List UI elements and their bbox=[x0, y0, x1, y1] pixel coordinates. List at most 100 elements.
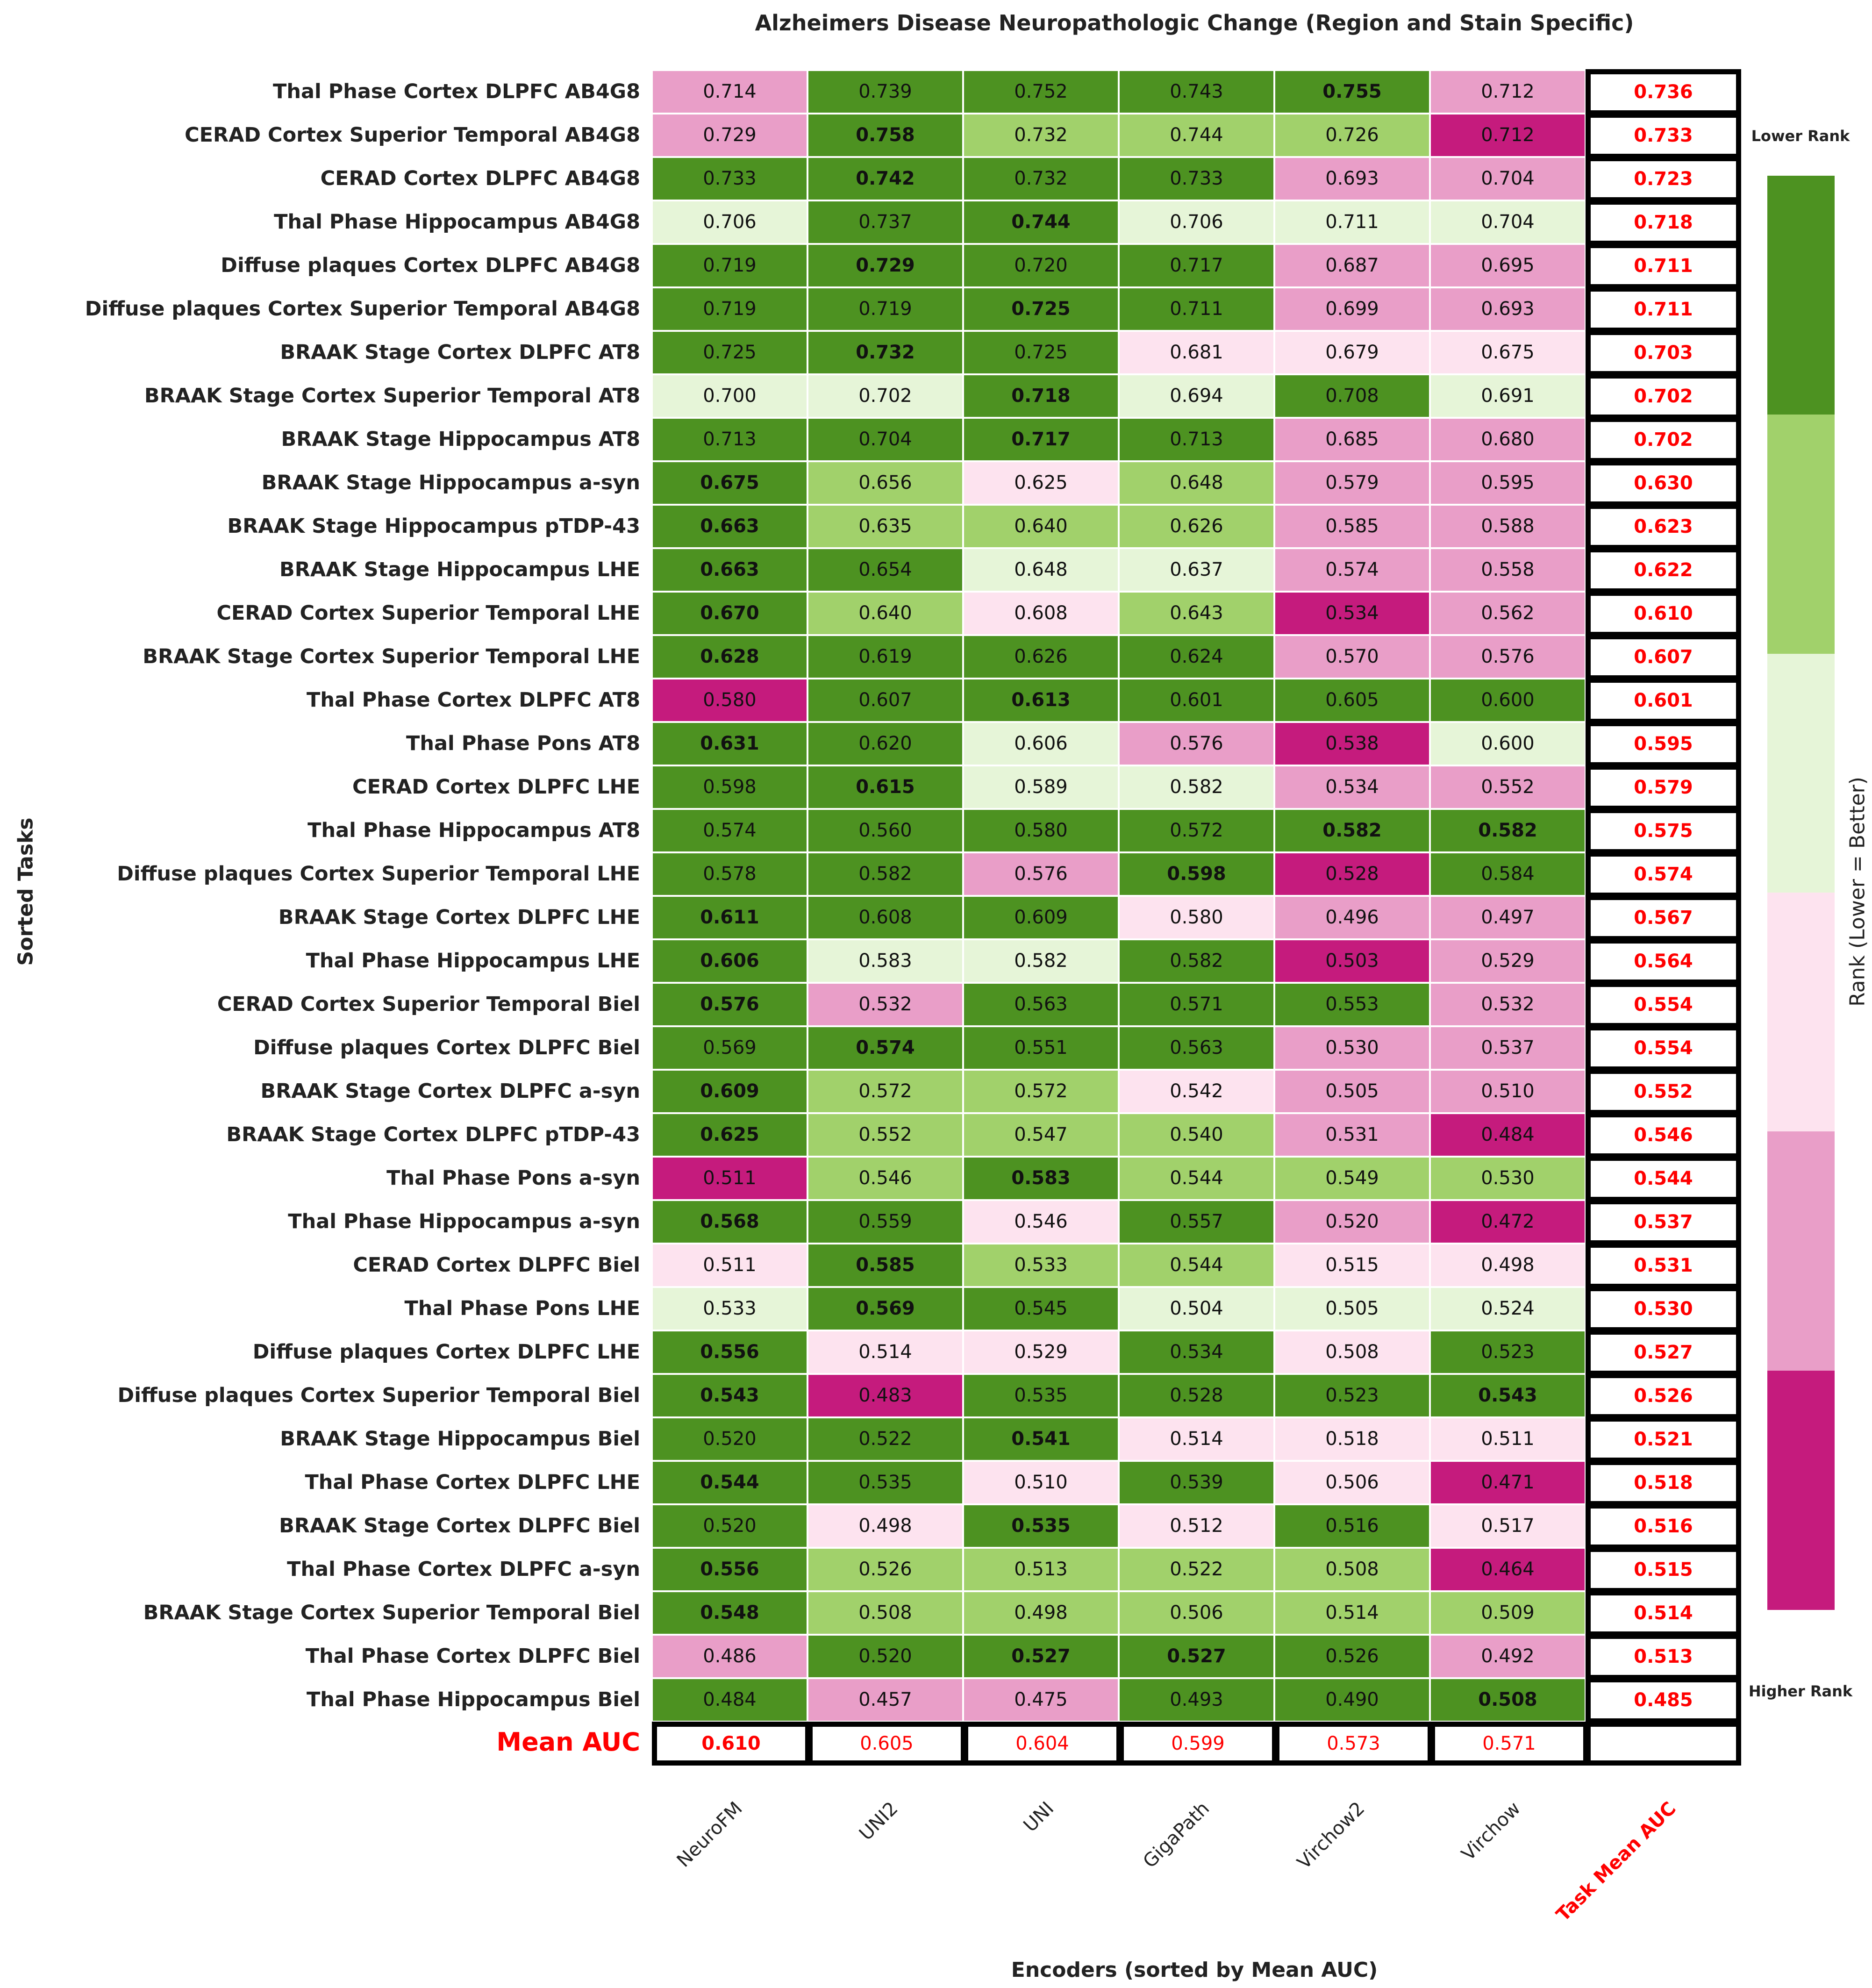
heatmap-cell: 0.556 bbox=[652, 1548, 807, 1591]
row-label: BRAAK Stage Cortex DLPFC Biel bbox=[279, 1514, 640, 1537]
heatmap-cell: 0.515 bbox=[1274, 1244, 1430, 1287]
heatmap-cell: 0.583 bbox=[963, 1157, 1119, 1200]
colorbar-segment bbox=[1767, 1370, 1835, 1610]
heatmap-cell: 0.540 bbox=[1119, 1113, 1274, 1157]
heatmap-cell: 0.546 bbox=[963, 1200, 1119, 1244]
heatmap-cell: 0.524 bbox=[1430, 1287, 1586, 1330]
row-label: Thal Phase Cortex DLPFC AB4G8 bbox=[273, 80, 640, 103]
heatmap-cell: 0.732 bbox=[963, 114, 1119, 157]
heatmap-cell: 0.619 bbox=[807, 635, 963, 679]
heatmap-cell: 0.719 bbox=[652, 287, 807, 331]
row-label: Thal Phase Pons AT8 bbox=[406, 732, 640, 755]
heatmap-cell: 0.606 bbox=[652, 939, 807, 983]
heatmap-cell: 0.534 bbox=[1274, 592, 1430, 635]
heatmap-cell: 0.537 bbox=[1430, 1026, 1586, 1070]
x-tick-label: UNI2 bbox=[855, 1797, 902, 1845]
heatmap-cell: 0.725 bbox=[963, 331, 1119, 374]
heatmap-cell: 0.605 bbox=[1274, 679, 1430, 722]
heatmap-cell: 0.522 bbox=[807, 1417, 963, 1461]
heatmap-cell: 0.484 bbox=[652, 1678, 807, 1722]
heatmap-cell: 0.513 bbox=[963, 1548, 1119, 1591]
mean-auc-cell: 0.599 bbox=[1119, 1722, 1277, 1766]
heatmap-cell: 0.713 bbox=[1119, 418, 1274, 461]
row-label: BRAAK Stage Cortex DLPFC a-syn bbox=[260, 1080, 640, 1103]
heatmap-cell: 0.737 bbox=[807, 200, 963, 244]
heatmap-cell: 0.704 bbox=[807, 418, 963, 461]
heatmap-cell: 0.531 bbox=[1274, 1113, 1430, 1157]
heatmap-cell: 0.559 bbox=[807, 1200, 963, 1244]
heatmap-cell: 0.704 bbox=[1430, 157, 1586, 200]
task-mean-cell: 0.544 bbox=[1586, 1156, 1741, 1202]
colorbar-segment bbox=[1767, 653, 1835, 893]
heatmap-cell: 0.517 bbox=[1430, 1504, 1586, 1548]
heatmap-cell: 0.752 bbox=[963, 70, 1119, 114]
heatmap-cell: 0.553 bbox=[1274, 983, 1430, 1026]
heatmap-cell: 0.541 bbox=[963, 1417, 1119, 1461]
heatmap-cell: 0.506 bbox=[1119, 1591, 1274, 1635]
heatmap-cell: 0.595 bbox=[1430, 461, 1586, 505]
heatmap-cell: 0.681 bbox=[1119, 331, 1274, 374]
heatmap-cell: 0.625 bbox=[963, 461, 1119, 505]
heatmap-cell: 0.511 bbox=[1430, 1417, 1586, 1461]
heatmap-cell: 0.718 bbox=[963, 374, 1119, 418]
row-label: CERAD Cortex DLPFC Biel bbox=[353, 1253, 640, 1277]
heatmap-cell: 0.532 bbox=[1430, 983, 1586, 1026]
colorbar-segment bbox=[1767, 415, 1835, 654]
colorbar-label: Rank (Lower = Better) bbox=[1845, 777, 1870, 1007]
row-label: Diffuse plaques Cortex Superior Temporal… bbox=[85, 297, 640, 321]
heatmap-cell: 0.585 bbox=[807, 1244, 963, 1287]
task-mean-cell: 0.518 bbox=[1586, 1460, 1741, 1506]
heatmap-cell: 0.744 bbox=[963, 200, 1119, 244]
heatmap-cell: 0.472 bbox=[1430, 1200, 1586, 1244]
heatmap-cell: 0.742 bbox=[807, 157, 963, 200]
heatmap-cell: 0.582 bbox=[963, 939, 1119, 983]
task-mean-cell: 0.515 bbox=[1586, 1547, 1741, 1593]
task-mean-cell: 0.623 bbox=[1586, 504, 1741, 550]
mean-auc-cell: 0.571 bbox=[1430, 1722, 1588, 1766]
heatmap-cell: 0.512 bbox=[1119, 1504, 1274, 1548]
heatmap-cell: 0.538 bbox=[1274, 722, 1430, 765]
heatmap-cell: 0.514 bbox=[807, 1330, 963, 1374]
heatmap-cell: 0.580 bbox=[652, 679, 807, 722]
heatmap-cell: 0.576 bbox=[652, 983, 807, 1026]
heatmap-cell: 0.680 bbox=[1430, 418, 1586, 461]
heatmap-cell: 0.719 bbox=[807, 287, 963, 331]
heatmap-cell: 0.648 bbox=[963, 548, 1119, 592]
heatmap-cell: 0.583 bbox=[807, 939, 963, 983]
task-mean-cell: 0.574 bbox=[1586, 851, 1741, 898]
heatmap-cell: 0.562 bbox=[1430, 592, 1586, 635]
row-label: BRAAK Stage Hippocampus pTDP-43 bbox=[227, 515, 640, 538]
row-label: Diffuse plaques Cortex DLPFC LHE bbox=[252, 1340, 640, 1364]
heatmap-cell: 0.693 bbox=[1274, 157, 1430, 200]
heatmap-cell: 0.712 bbox=[1430, 70, 1586, 114]
task-mean-cell: 0.579 bbox=[1586, 765, 1741, 811]
heatmap-cell: 0.607 bbox=[807, 679, 963, 722]
task-mean-cell: 0.552 bbox=[1586, 1069, 1741, 1115]
heatmap-cell: 0.535 bbox=[963, 1504, 1119, 1548]
x-tick-label: NeuroFM bbox=[672, 1797, 747, 1872]
heatmap-cell: 0.625 bbox=[652, 1113, 807, 1157]
task-mean-cell: 0.702 bbox=[1586, 417, 1741, 463]
heatmap-cell: 0.520 bbox=[807, 1635, 963, 1678]
heatmap-cell: 0.505 bbox=[1274, 1070, 1430, 1113]
heatmap-cell: 0.582 bbox=[1119, 765, 1274, 809]
heatmap-cell: 0.708 bbox=[1274, 374, 1430, 418]
task-mean-cell: 0.723 bbox=[1586, 156, 1741, 202]
heatmap-cell: 0.726 bbox=[1274, 114, 1430, 157]
heatmap-cell: 0.535 bbox=[807, 1461, 963, 1504]
task-mean-cell: 0.595 bbox=[1586, 721, 1741, 767]
heatmap-cell: 0.720 bbox=[963, 244, 1119, 287]
heatmap-cell: 0.611 bbox=[652, 896, 807, 939]
heatmap-cell: 0.675 bbox=[652, 461, 807, 505]
row-label: Thal Phase Cortex DLPFC AT8 bbox=[307, 688, 640, 712]
heatmap-cell: 0.542 bbox=[1119, 1070, 1274, 1113]
mean-auc-empty-cell bbox=[1586, 1722, 1741, 1766]
heatmap-cell: 0.598 bbox=[1119, 852, 1274, 896]
heatmap-cell: 0.585 bbox=[1274, 505, 1430, 548]
row-label: CERAD Cortex Superior Temporal LHE bbox=[216, 601, 640, 625]
mean-auc-cell: 0.573 bbox=[1274, 1722, 1433, 1766]
heatmap-cell: 0.695 bbox=[1430, 244, 1586, 287]
colorbar-segment bbox=[1767, 893, 1835, 1132]
heatmap-cell: 0.589 bbox=[963, 765, 1119, 809]
heatmap-cell: 0.526 bbox=[1274, 1635, 1430, 1678]
